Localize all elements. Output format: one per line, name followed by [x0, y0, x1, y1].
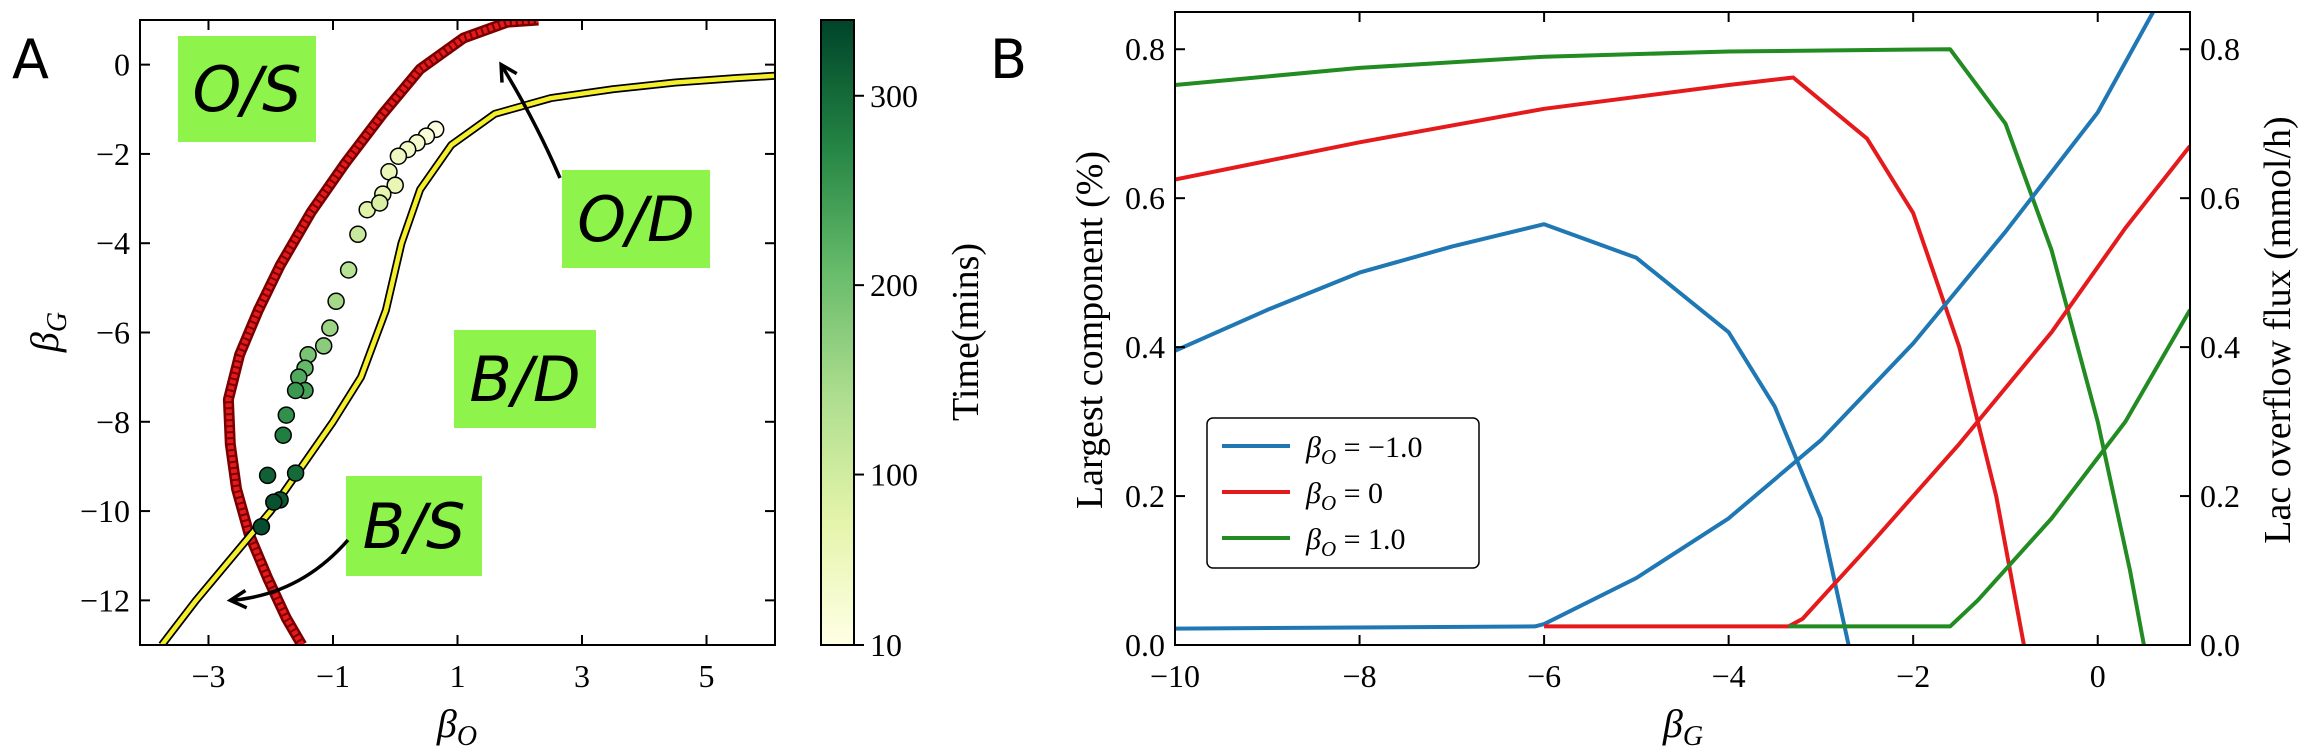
scatter-point	[277, 406, 296, 424]
region-label-bd: B/D	[469, 343, 580, 416]
scatter-point	[252, 517, 271, 536]
annotation-arrowhead-bs	[226, 589, 248, 610]
scatter-point	[314, 337, 333, 355]
b-x-tick-label: 0	[2090, 658, 2106, 694]
panel-a-chart: O/S O/D B/D B/S −3 −1 1 3 5 0 −2 −4 −6 −8 −10 −12 βO β…	[22, 19, 987, 752]
region-box-od	[562, 170, 710, 268]
panel-b-ylabel-right: Lac overflow flux (mmol/h)	[2257, 116, 2299, 543]
b-x-tick-label: −4	[1712, 658, 1746, 694]
series-line-4	[1175, 12, 2155, 631]
b-x-tick-label: −10	[1150, 658, 1200, 694]
b-y-tick-label-left: 0.8	[1125, 31, 1165, 67]
b-y-tick-label-left: 0.2	[1125, 478, 1165, 514]
scatter-point	[321, 319, 339, 337]
x-tick-label: −1	[316, 658, 350, 694]
scatter-point	[386, 176, 404, 194]
annotation-arrow-bs	[230, 538, 350, 603]
scatter-point	[286, 464, 305, 482]
scatter-point	[265, 493, 283, 511]
legend-box	[1206, 417, 1480, 569]
scatter-point	[349, 225, 367, 244]
annotation-arrow-od	[499, 63, 562, 179]
y-tick-label: −10	[80, 493, 130, 529]
y-tick-label: 0	[114, 47, 130, 83]
annotation-arrowhead-od	[499, 61, 518, 83]
colorbar-tick-label: 100	[870, 457, 918, 493]
y-tick-label: −6	[96, 315, 130, 351]
scatter-point	[286, 381, 305, 400]
y-tick-label: −4	[96, 225, 130, 261]
series-line-6	[1788, 308, 2190, 629]
panel-b-xlabel: βG	[1662, 701, 1703, 752]
panel-b-ylabel-left: Largest component (%)	[1069, 151, 1111, 509]
scatter-point	[258, 466, 277, 485]
colorbar-label: Time(mins)	[945, 243, 987, 421]
scatter-point	[389, 147, 408, 165]
region-box-bd	[454, 330, 596, 428]
b-y-tick-label-right: 0.0	[2200, 627, 2240, 663]
series-line-5	[1544, 144, 2190, 629]
b-y-tick-label-right: 0.4	[2200, 329, 2240, 365]
scatter-point	[370, 194, 389, 212]
region-label-os: O/S	[192, 53, 301, 126]
x-tick-label: −3	[191, 658, 225, 694]
legend-label-2: βO = 0	[1305, 477, 1383, 515]
panel-a-ylabel: βG	[22, 312, 73, 353]
y-tick-label: −2	[96, 136, 130, 172]
scatter-point	[327, 292, 345, 311]
b-y-tick-label-right: 0.2	[2200, 478, 2240, 514]
colorbar-tick-label: 200	[870, 267, 918, 303]
panel-b-frame	[1174, 11, 2191, 646]
panel-label-a: A	[12, 28, 49, 91]
b-y-tick-label-left: 0.6	[1125, 180, 1165, 216]
b-y-tick-label-left: 0.4	[1125, 329, 1165, 365]
b-y-tick-label-left: 0.0	[1125, 627, 1165, 663]
b-x-tick-label: −8	[1343, 658, 1377, 694]
region-box-bs	[346, 476, 482, 576]
panel-label-b: B	[990, 28, 1027, 91]
colorbar-tick-label: 300	[870, 78, 918, 114]
b-y-tick-label-right: 0.8	[2200, 31, 2240, 67]
legend: βO = −1.0βO = 0βO = 1.0	[1206, 417, 1480, 569]
y-tick-label: −8	[96, 404, 130, 440]
x-tick-label: 3	[574, 658, 590, 694]
panel-a-xlabel: βO	[436, 701, 477, 752]
panel-b-chart: −10 −8 −6 −4 −2 0 0.0 0.2 0.4 0.6 0.8 0.0 0.2 0.4 0.6 0…	[1069, 11, 2299, 752]
region-box-os	[178, 36, 316, 142]
region-label-bs: B/S	[363, 490, 466, 563]
region-label-od: O/D	[577, 183, 694, 256]
b-x-tick-label: −2	[1896, 658, 1930, 694]
scatter-point	[274, 426, 292, 444]
series-line-1	[1175, 222, 1851, 645]
b-y-tick-label-right: 0.6	[2200, 180, 2240, 216]
boundary-red-line	[225, 20, 539, 645]
colorbar	[820, 19, 855, 646]
x-tick-label: 5	[699, 658, 715, 694]
x-tick-label: 1	[450, 658, 466, 694]
legend-label-3: βO = 1.0	[1305, 523, 1406, 561]
scatter-point	[339, 261, 358, 279]
colorbar-tick-label: 10	[870, 627, 902, 663]
y-tick-label: −12	[80, 582, 130, 618]
series-line-3	[1175, 47, 2146, 645]
b-x-tick-label: −6	[1527, 658, 1561, 694]
